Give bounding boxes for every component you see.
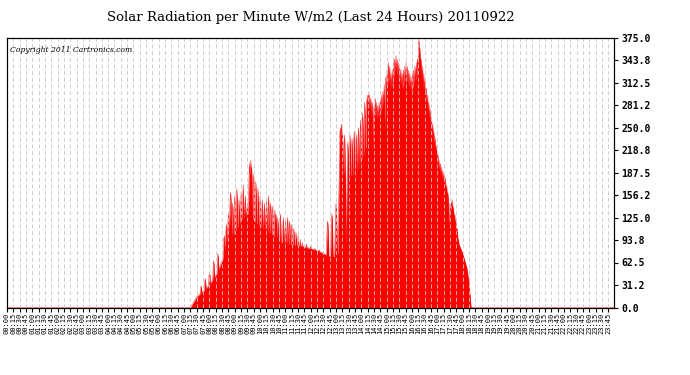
Text: Solar Radiation per Minute W/m2 (Last 24 Hours) 20110922: Solar Radiation per Minute W/m2 (Last 24… (107, 11, 514, 24)
Text: Copyright 2011 Cartronics.com: Copyright 2011 Cartronics.com (10, 46, 132, 54)
